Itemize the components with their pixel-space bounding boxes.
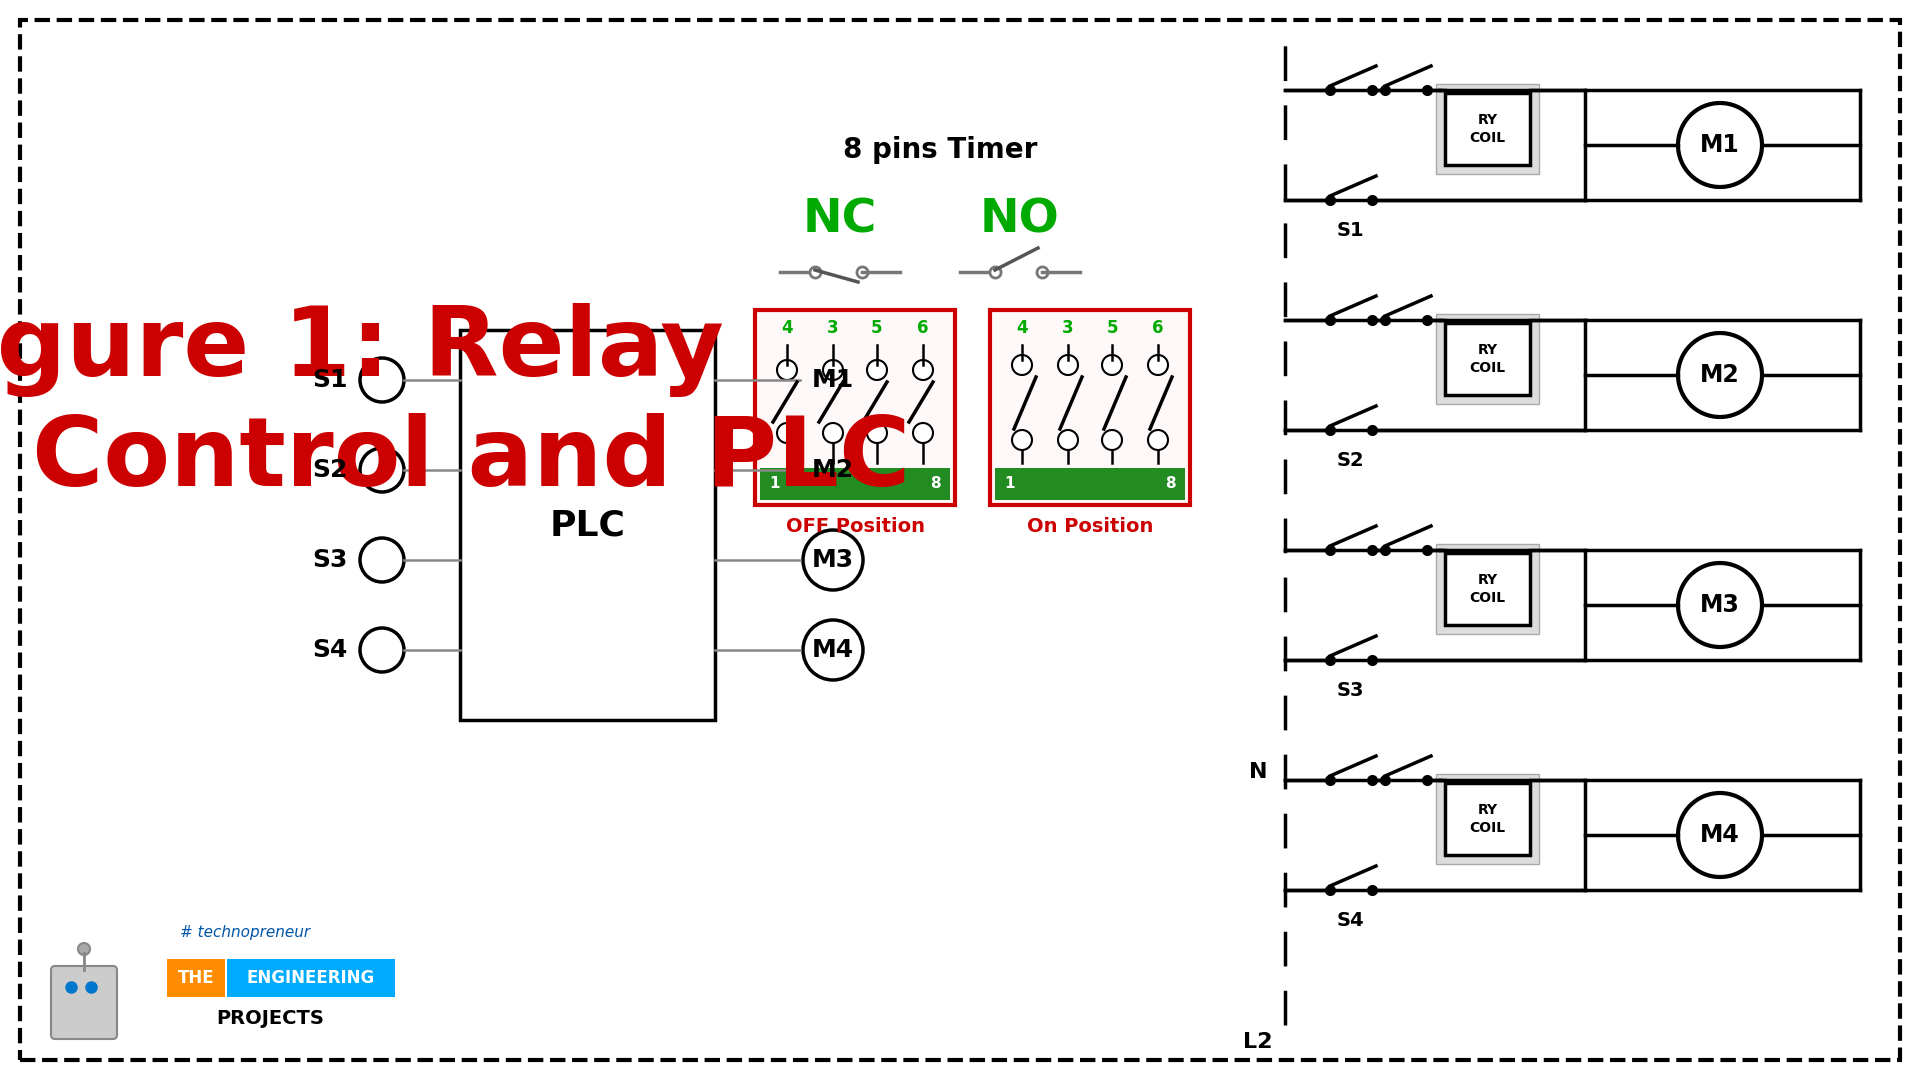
Circle shape xyxy=(1058,355,1077,375)
Circle shape xyxy=(1102,430,1121,450)
Text: 4: 4 xyxy=(781,319,793,337)
Text: 1: 1 xyxy=(1004,476,1016,491)
Text: 5: 5 xyxy=(1106,319,1117,337)
Text: S4: S4 xyxy=(313,638,348,662)
Circle shape xyxy=(1678,103,1763,187)
Text: Logic Control and PLC: Logic Control and PLC xyxy=(0,413,910,507)
Text: OFF Position: OFF Position xyxy=(785,517,925,537)
Text: S3: S3 xyxy=(1336,680,1363,700)
Text: 3: 3 xyxy=(1062,319,1073,337)
Circle shape xyxy=(803,350,862,410)
Circle shape xyxy=(803,440,862,500)
Text: 8 pins Timer: 8 pins Timer xyxy=(843,136,1037,164)
Text: THE: THE xyxy=(179,969,215,987)
Circle shape xyxy=(914,423,933,443)
Text: M4: M4 xyxy=(812,638,854,662)
Text: L2: L2 xyxy=(1244,1032,1273,1052)
Circle shape xyxy=(361,448,403,492)
Bar xyxy=(1446,93,1530,165)
Circle shape xyxy=(803,620,862,680)
Text: 8: 8 xyxy=(1165,476,1175,491)
Text: S2: S2 xyxy=(1336,450,1363,470)
Circle shape xyxy=(824,423,843,443)
Circle shape xyxy=(1678,793,1763,877)
Circle shape xyxy=(79,943,90,955)
Text: M2: M2 xyxy=(812,458,854,482)
Bar xyxy=(1436,774,1540,864)
Circle shape xyxy=(1148,355,1167,375)
Bar xyxy=(461,330,714,720)
Text: S4: S4 xyxy=(1336,910,1363,930)
Text: M2: M2 xyxy=(1699,363,1740,387)
Text: S2: S2 xyxy=(313,458,348,482)
Text: N: N xyxy=(1248,762,1267,782)
Text: On Position: On Position xyxy=(1027,517,1154,537)
Bar xyxy=(1436,544,1540,634)
Circle shape xyxy=(1058,430,1077,450)
Circle shape xyxy=(361,357,403,402)
Bar xyxy=(1436,84,1540,174)
Text: S1: S1 xyxy=(313,368,348,392)
Circle shape xyxy=(914,360,933,380)
Circle shape xyxy=(1012,355,1033,375)
Text: 1: 1 xyxy=(770,476,780,491)
Circle shape xyxy=(778,423,797,443)
Text: 6: 6 xyxy=(918,319,929,337)
Text: # technopreneur: # technopreneur xyxy=(180,926,309,941)
Text: M1: M1 xyxy=(812,368,854,392)
Text: 3: 3 xyxy=(828,319,839,337)
Text: 8: 8 xyxy=(929,476,941,491)
Bar xyxy=(167,959,225,997)
Bar xyxy=(1436,314,1540,404)
Circle shape xyxy=(1148,430,1167,450)
Text: RY
COIL: RY COIL xyxy=(1469,113,1505,145)
Circle shape xyxy=(868,423,887,443)
Circle shape xyxy=(1678,333,1763,417)
Text: RY
COIL: RY COIL xyxy=(1469,804,1505,835)
Text: M3: M3 xyxy=(812,548,854,572)
Text: M3: M3 xyxy=(1699,593,1740,617)
Circle shape xyxy=(803,530,862,590)
Circle shape xyxy=(1678,563,1763,647)
Circle shape xyxy=(361,627,403,672)
Text: 6: 6 xyxy=(1152,319,1164,337)
FancyBboxPatch shape xyxy=(52,966,117,1039)
Text: ENGINEERING: ENGINEERING xyxy=(248,969,374,987)
Text: S1: S1 xyxy=(1336,220,1363,240)
Circle shape xyxy=(868,360,887,380)
Text: M4: M4 xyxy=(1699,823,1740,847)
Circle shape xyxy=(361,538,403,582)
Circle shape xyxy=(1102,355,1121,375)
Text: NC: NC xyxy=(803,198,877,243)
Text: S3: S3 xyxy=(313,548,348,572)
Text: RY
COIL: RY COIL xyxy=(1469,343,1505,375)
Bar xyxy=(1446,553,1530,625)
Text: 4: 4 xyxy=(1016,319,1027,337)
Bar xyxy=(1446,783,1530,855)
Bar xyxy=(755,310,954,505)
Text: RY
COIL: RY COIL xyxy=(1469,573,1505,605)
Bar xyxy=(760,468,950,500)
Text: PLC: PLC xyxy=(549,508,626,542)
Circle shape xyxy=(1012,430,1033,450)
Text: NO: NO xyxy=(979,198,1060,243)
Bar xyxy=(1446,323,1530,395)
Bar xyxy=(991,310,1190,505)
Bar xyxy=(995,468,1185,500)
Text: Figure 1: Relay: Figure 1: Relay xyxy=(0,303,724,397)
Text: PROJECTS: PROJECTS xyxy=(217,1010,324,1028)
Text: M1: M1 xyxy=(1699,133,1740,157)
Circle shape xyxy=(824,360,843,380)
Circle shape xyxy=(778,360,797,380)
Text: 5: 5 xyxy=(872,319,883,337)
Bar xyxy=(227,959,396,997)
